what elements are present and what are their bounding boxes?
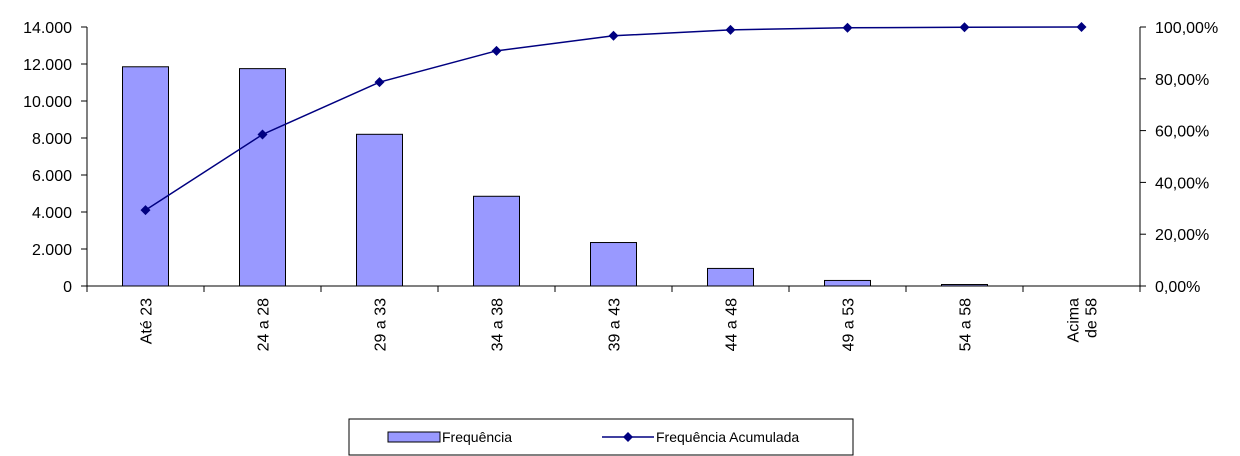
x-category-label-line: 49 a 53: [841, 298, 858, 351]
y-right-tick-label: 60,00%: [1155, 124, 1209, 141]
y-left-tick-label: 4.000: [32, 205, 72, 222]
bar-frequencia: [590, 242, 637, 287]
legend: Frequência Frequência Acumulada: [348, 418, 854, 456]
x-category-label-line: Até 23: [139, 298, 156, 344]
legend-label-frequencia-acumulada: Frequência Acumulada: [656, 429, 799, 445]
x-category-label-line: 44 a 48: [724, 298, 741, 351]
x-category-label-line: de 58: [1084, 298, 1101, 338]
marker-frequencia-acumulada: [842, 22, 853, 33]
x-category-label-line: 24 a 28: [256, 298, 273, 351]
x-category-label-line: 29 a 33: [373, 298, 390, 351]
y-left-tick-label: 14.000: [23, 20, 72, 37]
x-category-label: 24 a 28: [256, 298, 273, 351]
marker-frequencia-acumulada: [1076, 22, 1087, 32]
bar-frequencia: [824, 279, 871, 287]
x-category-label: 34 a 38: [490, 298, 507, 351]
marker-frequencia-acumulada: [257, 129, 268, 140]
y-left-tick-label: 8.000: [32, 131, 72, 148]
y-right-tick-label: 20,00%: [1155, 227, 1209, 244]
y-left-tick-label: 0: [63, 279, 72, 296]
bar-frequencia: [941, 284, 988, 287]
x-category-label-line: Acima: [1066, 298, 1083, 343]
marker-frequencia-acumulada: [140, 205, 151, 216]
x-category-label: 49 a 53: [841, 298, 858, 351]
legend-label-frequencia: Frequência: [442, 429, 512, 445]
plot-area: 0 2.000 4.000 6.000 8.000 10.000 12.000 14.000 0…: [23, 20, 1218, 351]
bar-frequencia: [707, 267, 754, 287]
marker-frequencia-acumulada: [608, 30, 619, 41]
bar-frequencia: [356, 133, 403, 287]
x-category-label: 44 a 48: [724, 298, 741, 351]
x-category-label: Até 23: [139, 298, 156, 344]
bar-frequencia: [239, 68, 286, 287]
marker-frequencia-acumulada: [491, 45, 502, 56]
x-category-label-line: 34 a 38: [490, 298, 507, 351]
x-category-label: 29 a 33: [373, 298, 390, 351]
y-left-tick-label: 2.000: [32, 242, 72, 259]
legend-swatch-bar: [387, 431, 441, 443]
y-left-tick-label: 10.000: [23, 94, 72, 111]
y-left-tick-label: 6.000: [32, 168, 72, 185]
y-right-tick-label: 40,00%: [1155, 175, 1209, 192]
marker-frequencia-acumulada: [959, 22, 970, 33]
y-right-tick-label: 100,00%: [1155, 20, 1218, 37]
marker-frequencia-acumulada: [725, 24, 736, 35]
x-category-label: 54 a 58: [958, 298, 975, 351]
x-category-label: Acimade 58: [1066, 298, 1101, 343]
y-right-tick-label: 80,00%: [1155, 72, 1209, 89]
y-left-tick-label: 12.000: [23, 57, 72, 74]
marker-frequencia-acumulada: [374, 77, 385, 88]
x-category-label-line: 54 a 58: [958, 298, 975, 351]
x-category-label: 39 a 43: [607, 298, 624, 351]
bar-frequencia: [473, 195, 520, 287]
legend-diamond-marker: [623, 432, 633, 442]
x-category-label-line: 39 a 43: [607, 298, 624, 351]
bar-frequencia: [122, 66, 169, 287]
y-right-tick-label: 0,00%: [1155, 279, 1200, 296]
